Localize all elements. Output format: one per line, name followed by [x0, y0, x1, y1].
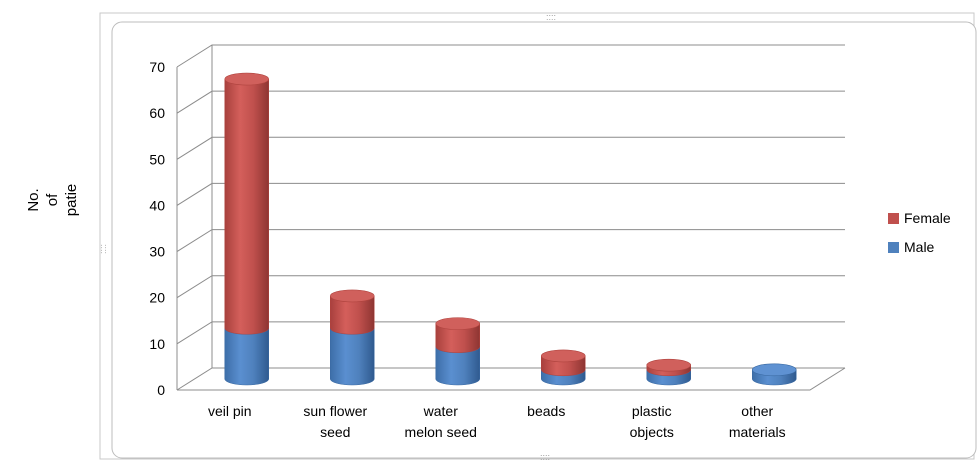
bar-top-female: [224, 72, 270, 86]
y-axis-title: No. of patie: [25, 184, 80, 217]
bar-female: [435, 323, 480, 353]
bar-female: [330, 295, 375, 335]
bar-male: [330, 327, 375, 386]
x-category-label: sun flower seed: [303, 403, 367, 440]
bar-male: [435, 346, 480, 386]
legend-swatch-male: [888, 242, 899, 253]
bar-top-female: [329, 289, 375, 303]
y-tick-label: 40: [149, 197, 165, 213]
bar-top-male: [751, 363, 797, 377]
y-tick-label: 50: [149, 151, 165, 167]
y-tick-label: 60: [149, 105, 165, 121]
floor-edge: [177, 367, 846, 391]
x-category-label: veil pin: [208, 403, 252, 419]
resize-handle-top[interactable]: ::::: [546, 12, 556, 22]
chart-area: [111, 21, 977, 459]
x-axis-labels: veil pin sun flower seed water melon seed bea…: [208, 403, 786, 440]
y-tick-label: 0: [157, 382, 165, 398]
y-axis-label: No. of patie: [25, 184, 80, 217]
y-axis-ticks: 0 10 20 30 40 50 60 70: [149, 59, 165, 398]
y-tick-label: 10: [149, 336, 165, 352]
bar-male: [224, 327, 269, 386]
legend: Female Male: [888, 210, 951, 255]
legend-swatch-female: [888, 213, 899, 224]
bar-female: [224, 78, 269, 335]
bar-top-female: [435, 317, 481, 330]
y-tick-label: 30: [149, 244, 165, 260]
legend-label-male: Male: [904, 239, 935, 255]
resize-handle-left[interactable]: ::::: [99, 244, 109, 254]
gridlines: [176, 44, 846, 391]
y-tick-label: 20: [149, 290, 165, 306]
bars: [224, 72, 797, 386]
y-tick-label: 70: [149, 59, 165, 75]
bar-top-female: [646, 358, 692, 372]
x-category-label: plastic objects: [630, 403, 674, 440]
bar-top-female: [540, 349, 586, 363]
x-category-label: beads: [527, 403, 565, 419]
legend-label-female: Female: [904, 210, 951, 226]
x-category-label: other materials: [729, 403, 786, 440]
x-category-label: water melon seed: [405, 403, 477, 440]
resize-handle-bottom[interactable]: ::::: [540, 452, 550, 460]
